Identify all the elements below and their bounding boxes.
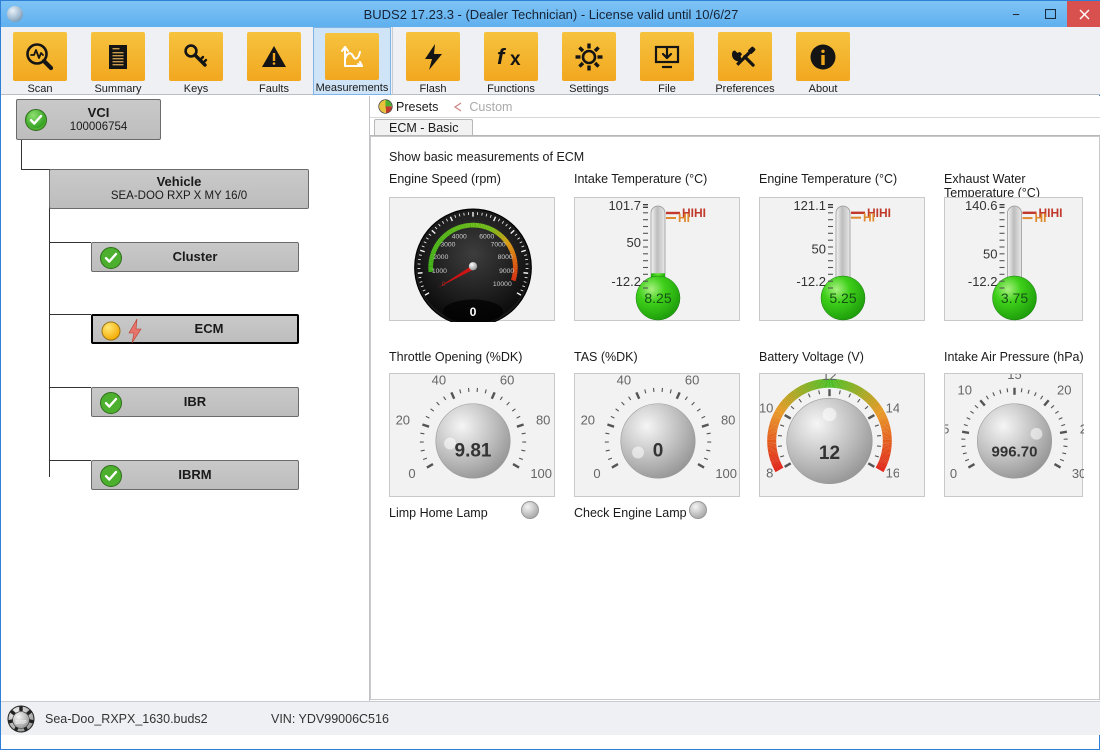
- svg-text:100: 100: [715, 466, 737, 481]
- svg-text:0: 0: [408, 466, 415, 481]
- svg-text:5: 5: [945, 421, 949, 436]
- svg-text:3.75: 3.75: [1001, 290, 1028, 306]
- svg-text:6000: 6000: [479, 233, 494, 240]
- svg-text:20: 20: [581, 413, 595, 428]
- svg-text:50: 50: [627, 235, 641, 250]
- svg-text:-12.2: -12.2: [796, 274, 826, 289]
- svg-text:12: 12: [819, 443, 840, 464]
- svg-text:121.1: 121.1: [793, 198, 826, 213]
- svg-text:25: 25: [1080, 421, 1084, 436]
- svg-text:0: 0: [950, 466, 957, 481]
- svg-text:996.70: 996.70: [992, 444, 1038, 461]
- svg-text:50: 50: [812, 242, 826, 257]
- svg-text:-12.2: -12.2: [968, 274, 998, 289]
- svg-text:HI: HI: [678, 211, 690, 225]
- svg-text:9000: 9000: [499, 268, 514, 275]
- svg-text:0: 0: [470, 305, 477, 319]
- svg-text:60: 60: [500, 374, 514, 387]
- svg-text:80: 80: [536, 413, 550, 428]
- svg-text:7000: 7000: [491, 242, 506, 249]
- svg-text:16: 16: [886, 465, 899, 480]
- svg-text:101.7: 101.7: [608, 198, 641, 213]
- svg-text:140.6: 140.6: [965, 198, 998, 213]
- svg-text:8000: 8000: [498, 254, 513, 261]
- svg-text:x: x: [510, 49, 521, 70]
- svg-text:f: f: [497, 44, 507, 69]
- svg-text:80: 80: [721, 413, 735, 428]
- svg-text:40: 40: [432, 374, 446, 387]
- svg-text:HI: HI: [1035, 211, 1047, 225]
- svg-text:9.81: 9.81: [455, 441, 492, 462]
- svg-text:0: 0: [653, 441, 664, 462]
- svg-text:-12.2: -12.2: [611, 274, 641, 289]
- svg-text:10: 10: [957, 382, 971, 397]
- svg-text:BRP: BRP: [15, 720, 27, 726]
- svg-text:40: 40: [617, 374, 631, 387]
- svg-text:2000: 2000: [433, 254, 448, 261]
- svg-text:4000: 4000: [452, 233, 467, 240]
- svg-text:50: 50: [983, 247, 997, 262]
- svg-text:30: 30: [1072, 466, 1084, 481]
- svg-text:HI: HI: [863, 211, 875, 225]
- svg-text:60: 60: [685, 374, 699, 387]
- svg-text:8: 8: [766, 465, 773, 480]
- svg-text:8.25: 8.25: [644, 290, 671, 306]
- svg-text:12: 12: [822, 374, 836, 383]
- svg-text:14: 14: [886, 401, 899, 416]
- svg-text:5.25: 5.25: [829, 290, 856, 306]
- svg-text:20: 20: [1057, 382, 1071, 397]
- svg-text:20: 20: [396, 413, 410, 428]
- svg-text:1000: 1000: [432, 268, 447, 275]
- svg-text:3000: 3000: [440, 242, 455, 249]
- svg-text:10: 10: [760, 401, 773, 416]
- svg-text:100: 100: [530, 466, 552, 481]
- svg-text:0: 0: [593, 466, 600, 481]
- svg-text:15: 15: [1007, 374, 1021, 382]
- svg-text:10000: 10000: [493, 281, 512, 288]
